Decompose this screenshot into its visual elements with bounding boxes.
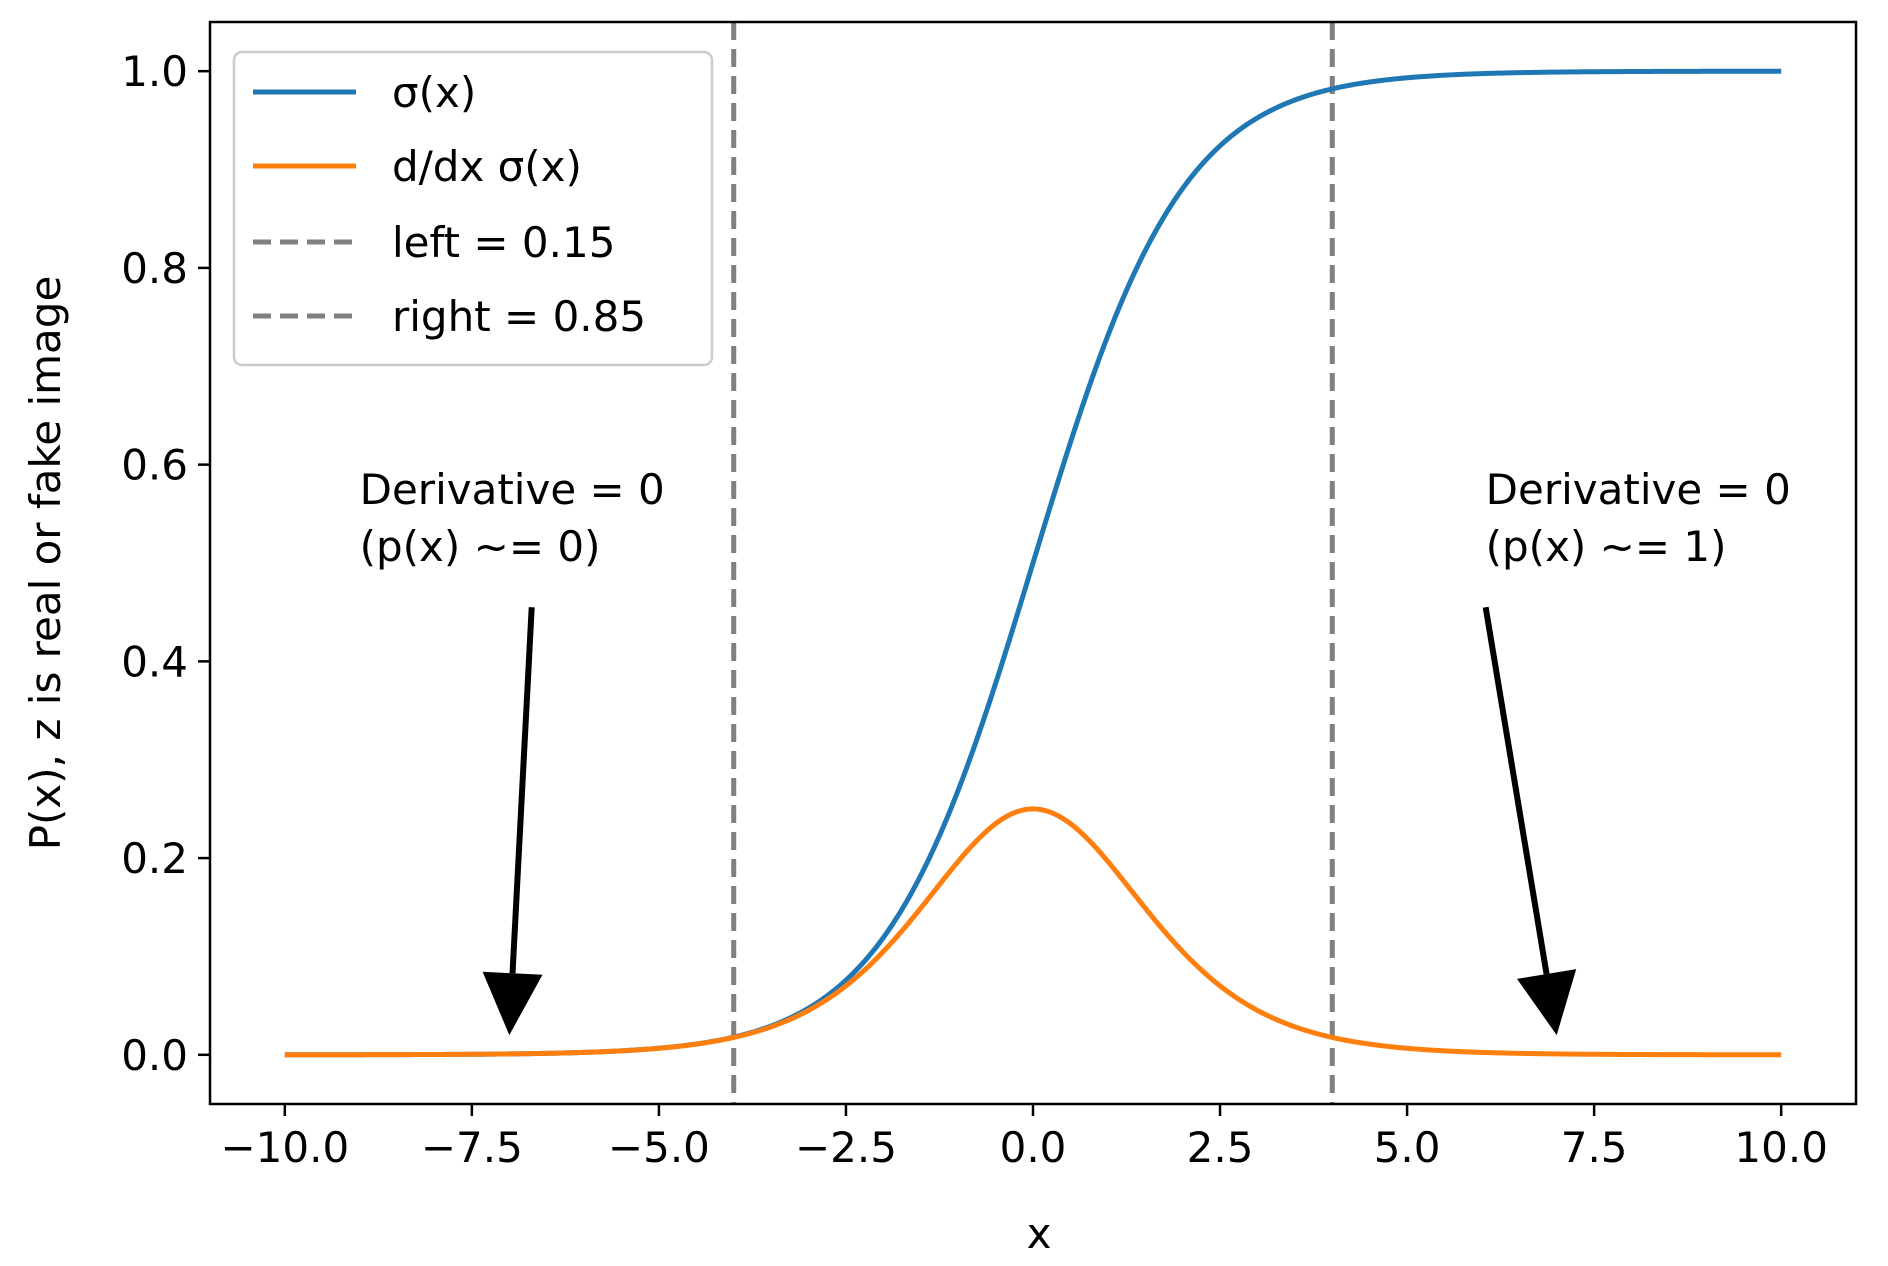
annotation-right-line1: Derivative = 0 xyxy=(1486,465,1791,514)
y-tick-label: 0.4 xyxy=(121,637,188,686)
plot-area xyxy=(284,22,1782,1104)
y-tick-label: 0.2 xyxy=(121,834,188,883)
y-tick-label: 1.0 xyxy=(121,47,188,96)
series-derivative-line xyxy=(284,806,1782,1058)
annotation-right-arrow-head xyxy=(1517,969,1577,1036)
x-tick-label: −10.0 xyxy=(220,1123,349,1172)
annotation-left-arrow-shaft xyxy=(509,607,535,974)
y-tick-label: 0.0 xyxy=(121,1031,188,1080)
y-tick-label: 0.8 xyxy=(121,244,188,293)
legend-label-sigmoid: σ(x) xyxy=(392,68,476,117)
legend-box xyxy=(232,50,714,367)
x-tick-label: −2.5 xyxy=(795,1123,897,1172)
annotation-right-line2: (p(x) ~= 1) xyxy=(1486,522,1727,571)
annotation-left-arrow-head xyxy=(482,971,543,1036)
annotation-right: Derivative = 0 (p(x) ~= 1) xyxy=(1482,465,1791,1036)
y-axis-label: P(x), z is real or fake image xyxy=(21,276,70,851)
annotation-left-line2: (p(x) ~= 0) xyxy=(360,522,601,571)
legend-label-left: left = 0.15 xyxy=(392,218,615,267)
legend: σ(x) d/dx σ(x) left = 0.15 right = 0.85 xyxy=(232,50,714,367)
x-tick-label: 2.5 xyxy=(1187,1123,1254,1172)
legend-label-right: right = 0.85 xyxy=(392,292,646,341)
x-tick-label: 10.0 xyxy=(1734,1123,1828,1172)
legend-label-derivative: d/dx σ(x) xyxy=(392,142,582,191)
x-tick-label: −7.5 xyxy=(421,1123,523,1172)
x-tick-label: −5.0 xyxy=(608,1123,710,1172)
x-tick-label: 0.0 xyxy=(1000,1123,1067,1172)
annotation-left-line1: Derivative = 0 xyxy=(360,465,665,514)
annotation-right-arrow-shaft xyxy=(1482,606,1550,975)
x-tick-label: 7.5 xyxy=(1561,1123,1628,1172)
y-tick-label: 0.6 xyxy=(121,441,188,490)
y-axis: 0.0 0.2 0.4 0.6 0.8 1.0 xyxy=(121,47,210,1080)
x-axis-label: x xyxy=(1027,1209,1052,1258)
annotation-left: Derivative = 0 (p(x) ~= 0) xyxy=(360,465,665,1036)
x-axis: −10.0 −7.5 −5.0 −2.5 0.0 2.5 5.0 7.5 10.0 xyxy=(220,1104,1828,1172)
x-tick-label: 5.0 xyxy=(1374,1123,1441,1172)
